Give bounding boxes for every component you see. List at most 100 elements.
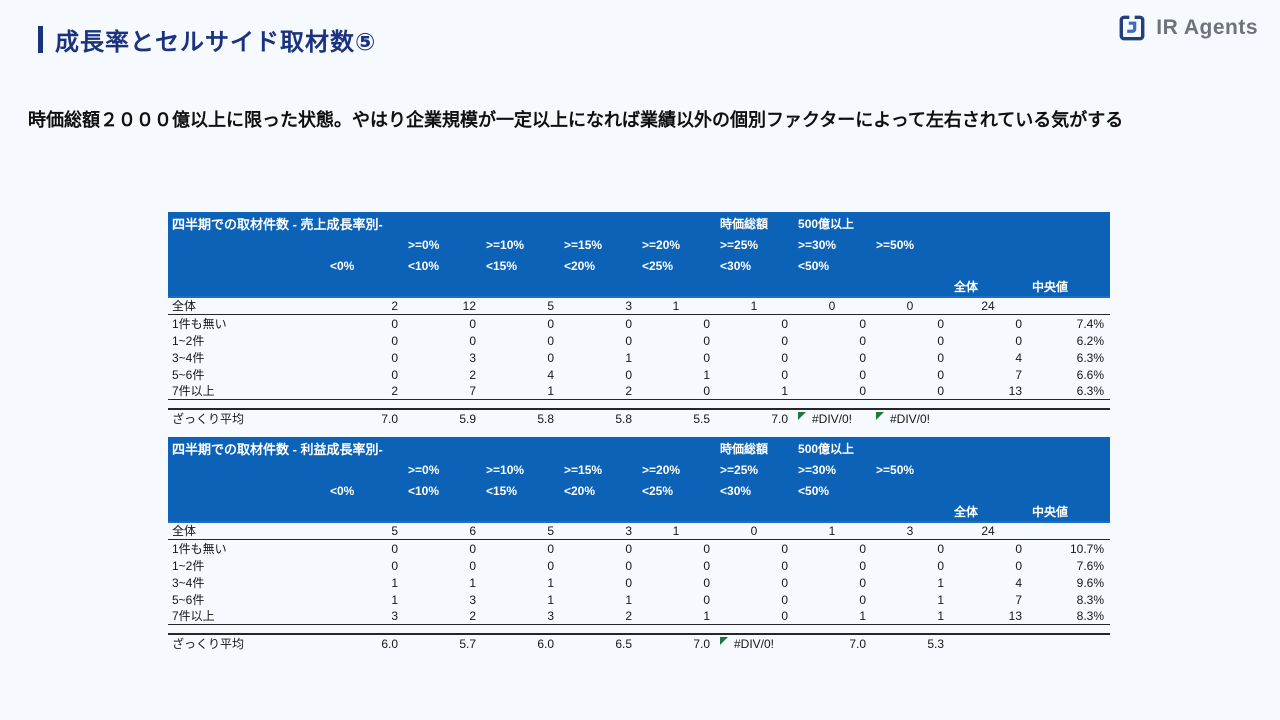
table-row: 7件以上 3 2 3 2 1 0 1 1 13 8.3%	[168, 608, 1111, 625]
value-cell: 3	[560, 521, 638, 540]
row-label: ざっくり平均	[168, 633, 326, 652]
table-row: 1件も無い 0 0 0 0 0 0 0 0 0 10.7%	[168, 540, 1110, 557]
col-header-lt: <0%	[326, 255, 404, 276]
col-header-ge: >=50%	[872, 234, 951, 255]
col-header-lt: <20%	[560, 480, 638, 501]
value-cell: 0	[638, 383, 717, 400]
marketcap-label: 時価総額	[716, 437, 795, 459]
value-cell: 0	[937, 333, 945, 348]
value-cell: 0	[547, 333, 554, 348]
value-cell: 0	[859, 367, 867, 382]
value-cell: 7.0	[326, 408, 404, 427]
col-header-ge: >=25%	[716, 234, 795, 255]
value-cell: 0	[625, 558, 632, 573]
value-cell: 0	[547, 316, 554, 331]
value-cell: 1	[391, 592, 398, 607]
col-header-ge: >=20%	[638, 234, 717, 255]
row-label: ざっくり平均	[168, 408, 326, 427]
value-cell	[1028, 633, 1111, 652]
value-cell: 5.8	[560, 408, 638, 427]
value-cell: 0	[859, 592, 867, 607]
value-cell: 5	[326, 521, 404, 540]
value-cell: 2	[560, 608, 638, 625]
col-header	[168, 501, 951, 521]
col-header-total: 全体	[950, 276, 1029, 296]
value-cell	[1028, 408, 1111, 427]
col-header-ge: >=0%	[404, 459, 482, 480]
col-header-lt: <30%	[716, 255, 795, 276]
error-indicator-triangle-icon	[798, 412, 807, 420]
col-header-ge: >=50%	[872, 459, 951, 480]
col-header	[872, 212, 1111, 234]
value-cell: 0	[937, 367, 945, 382]
value-cell: 0	[781, 350, 789, 365]
table-row: 5~6件 0 2 4 0 1 0 0 0 7 6.6%	[168, 366, 1110, 383]
value-cell: 1	[716, 296, 795, 315]
row-label: 7件以上	[168, 383, 326, 400]
value-cell: 0	[625, 316, 632, 331]
value-cell: 2	[326, 296, 404, 315]
col-header	[168, 276, 951, 296]
value-cell: 0	[703, 558, 711, 573]
spacer	[168, 400, 1110, 408]
value-cell: 12	[404, 296, 482, 315]
value-cell: 0	[391, 316, 398, 331]
value-cell: 5	[482, 521, 560, 540]
spacer	[168, 625, 1110, 633]
value-cell: 1	[638, 296, 717, 315]
error-indicator-triangle-icon	[876, 412, 885, 420]
value-cell: 0	[703, 350, 711, 365]
value-cell: 0	[781, 541, 789, 556]
value-cell: 0	[469, 558, 476, 573]
value-cell: 24	[950, 521, 1029, 540]
row-label: 7件以上	[168, 608, 326, 625]
page-title: 成長率とセルサイド取材数⑤	[55, 29, 377, 56]
value-cell: 5.8	[482, 408, 560, 427]
value-cell: 0	[1015, 541, 1023, 556]
slide-header: 成長率とセルサイド取材数⑤	[38, 22, 376, 57]
value-cell: 5.7	[404, 633, 482, 652]
value-cell: 0	[547, 350, 554, 365]
col-header-total: 全体	[950, 501, 1029, 521]
error-indicator-triangle-icon	[720, 637, 729, 645]
value-cell: 5.5	[638, 408, 717, 427]
value-cell: 6.0	[482, 633, 560, 652]
col-header-median: 中央値	[1028, 501, 1111, 521]
value-cell: 0	[937, 541, 945, 556]
value-cell: 5	[482, 296, 560, 315]
col-header-ge: >=30%	[794, 234, 873, 255]
value-cell: 0	[391, 367, 398, 382]
value-cell: 1	[937, 592, 945, 607]
row-label: 1~2件	[172, 558, 205, 573]
value-cell: 1	[625, 350, 632, 365]
value-cell: 1	[638, 521, 717, 540]
value-cell: 7	[1015, 367, 1023, 382]
value-cell: 6	[404, 521, 482, 540]
col-header-ge: >=10%	[482, 234, 560, 255]
col-header	[872, 480, 1111, 501]
value-cell: 8.3%	[1028, 608, 1111, 625]
value-cell: 0	[1015, 558, 1023, 573]
table-row: 1~2件 0 0 0 0 0 0 0 0 0 6.2%	[168, 332, 1110, 349]
value-cell: 13	[950, 383, 1029, 400]
value-cell: 1	[703, 367, 711, 382]
value-cell: 0	[859, 541, 867, 556]
value-cell: 0	[625, 541, 632, 556]
col-header-lt: <15%	[482, 480, 560, 501]
value-cell: 0	[703, 333, 711, 348]
value-cell: 0	[703, 541, 711, 556]
table-row: 5~6件 1 3 1 1 0 0 0 1 7 8.3%	[168, 591, 1110, 608]
col-header	[168, 459, 404, 480]
row-label: 全体	[168, 296, 326, 315]
value-cell: 6.6%	[1076, 367, 1105, 382]
marketcap-value: 500億以上	[794, 437, 873, 459]
logo-text: IR Agents	[1156, 16, 1258, 39]
value-cell: 6.5	[560, 633, 638, 652]
col-header-ge: >=15%	[560, 234, 638, 255]
value-cell: 2	[469, 367, 476, 382]
table-row: ざっくり平均 7.0 5.9 5.8 5.8 5.5 7.0 #DIV/0! #DIV/0!	[168, 408, 1111, 427]
title-accent-bar	[38, 26, 43, 53]
col-header-ge: >=10%	[482, 459, 560, 480]
value-cell: 3	[560, 296, 638, 315]
